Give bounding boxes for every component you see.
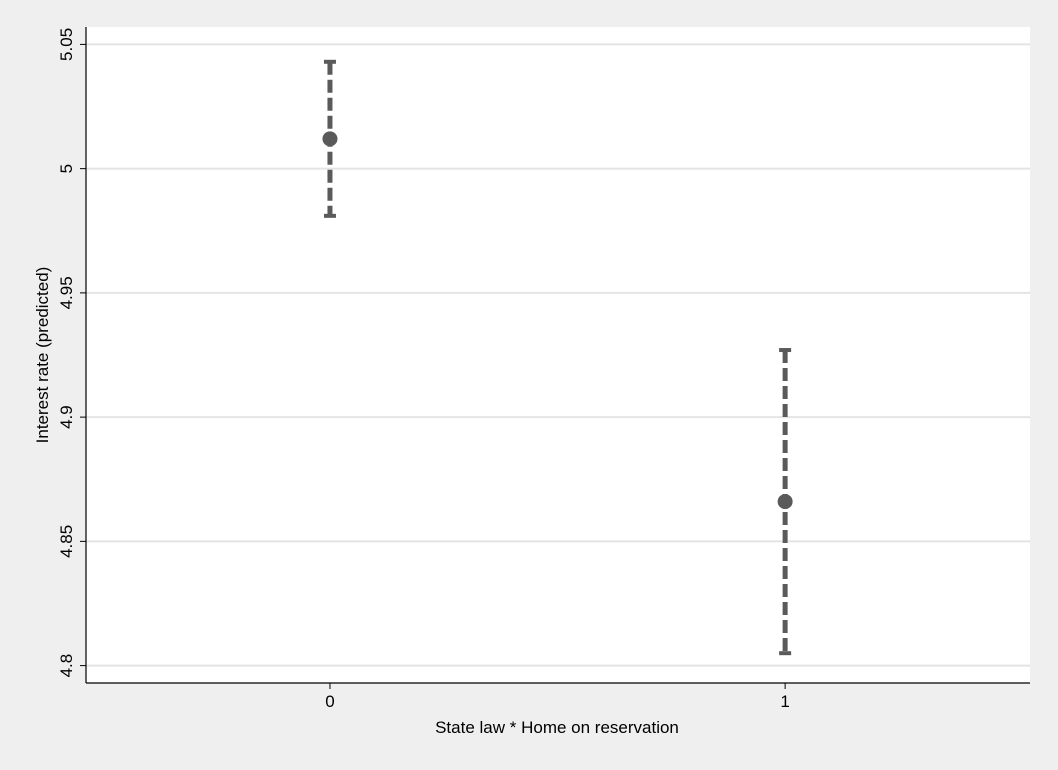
y-tick-label: 4.8 (57, 654, 76, 678)
y-tick-label: 4.95 (57, 276, 76, 309)
x-axis-title: State law * Home on reservation (435, 718, 679, 737)
y-tick-label: 4.85 (57, 525, 76, 558)
y-axis-title: Interest rate (predicted) (33, 267, 52, 444)
y-tick-label: 4.9 (57, 405, 76, 429)
point (777, 494, 793, 510)
y-tick-label: 5.05 (57, 28, 76, 61)
x-tick-label: 1 (780, 692, 789, 711)
point (322, 131, 338, 147)
plot-area (86, 27, 1030, 683)
y-tick-label: 5 (57, 164, 76, 173)
x-tick-label: 0 (325, 692, 334, 711)
